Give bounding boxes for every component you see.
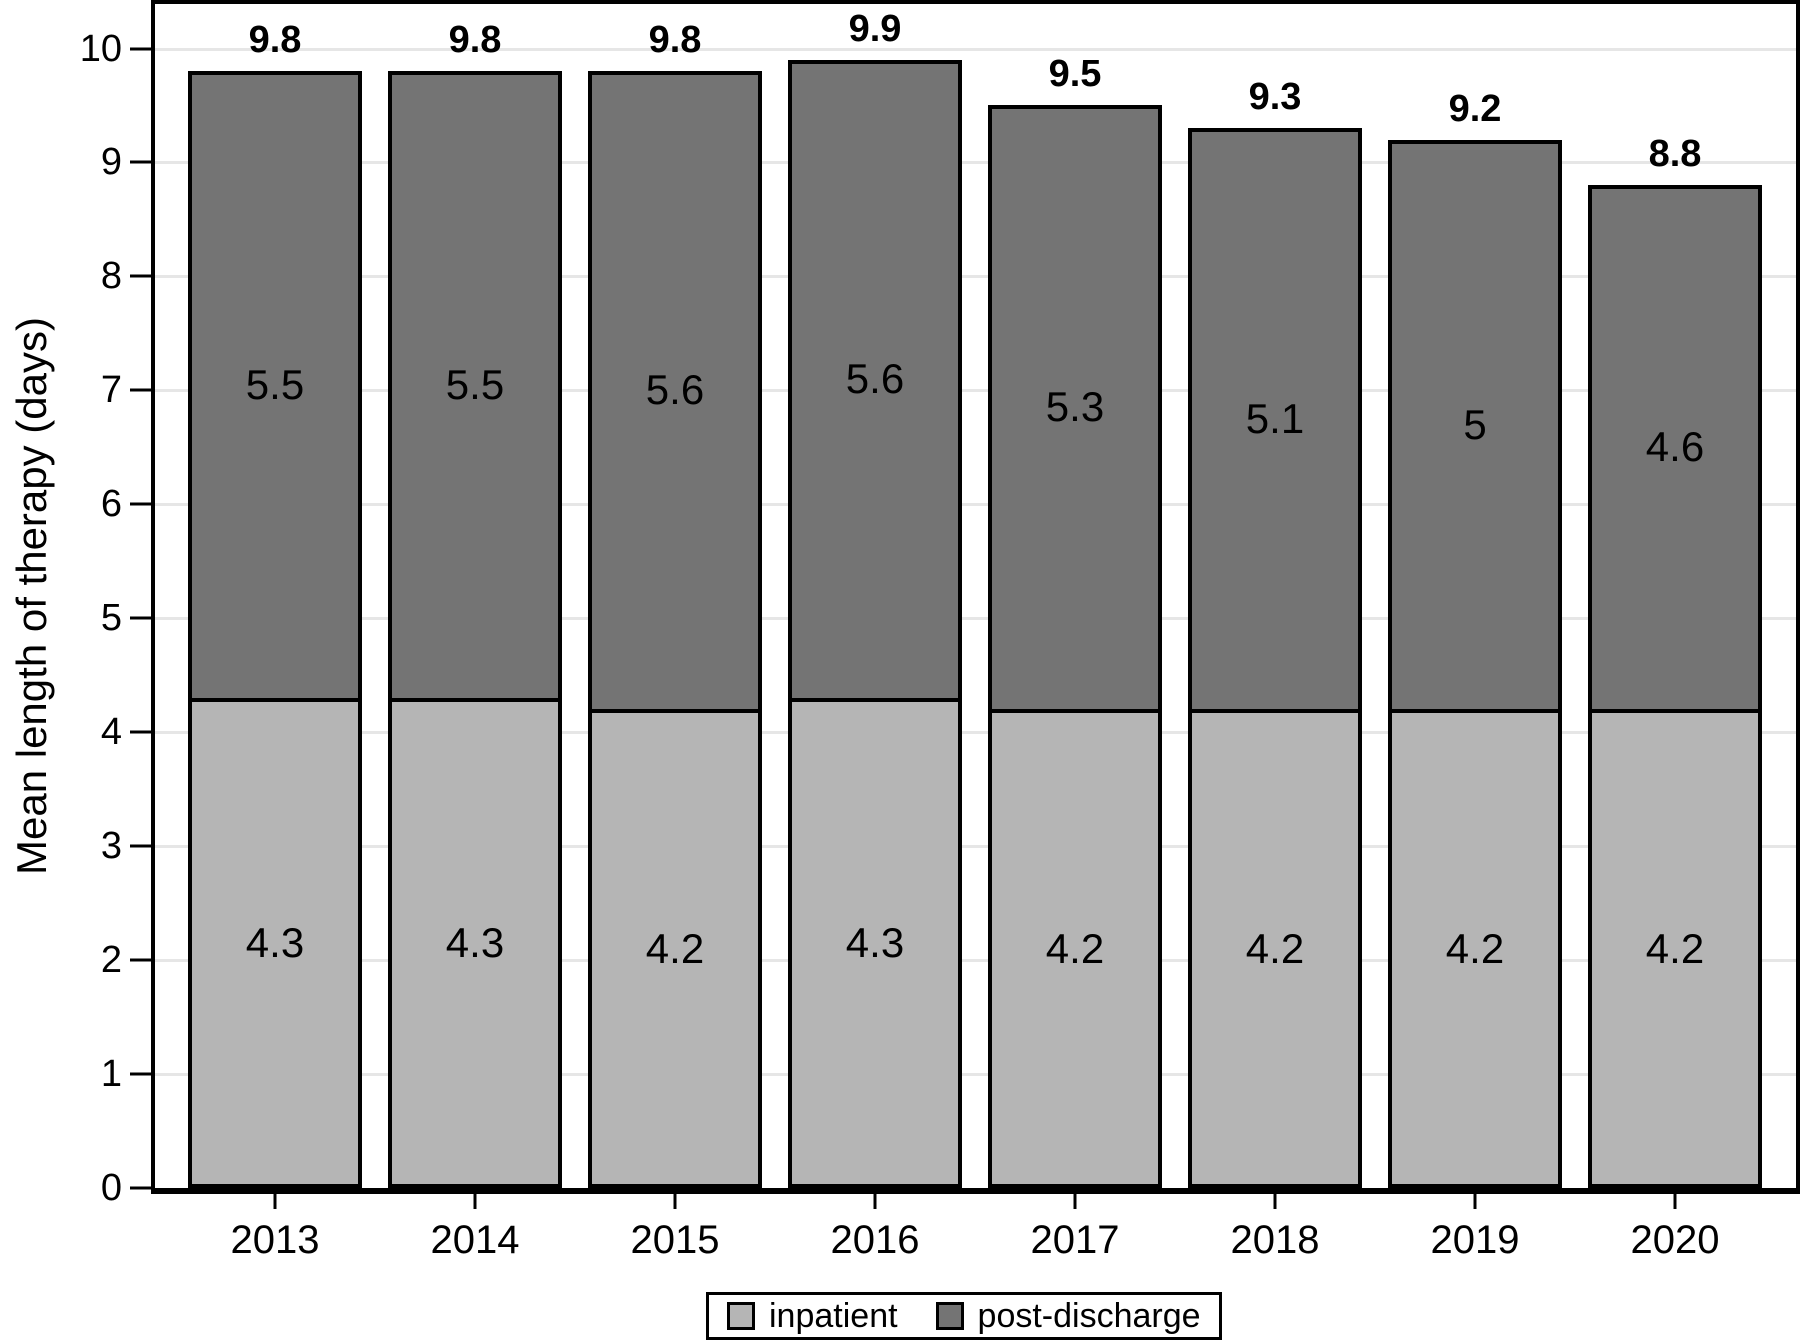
y-tick-1 (130, 1072, 152, 1076)
gridline-y-2 (155, 959, 1796, 962)
gridline-y-8 (155, 275, 1796, 278)
y-tick-4 (130, 730, 152, 734)
x-tick-2020 (1673, 1194, 1677, 1209)
legend-label-inpatient: inpatient (769, 1297, 898, 1335)
gridline-y-10 (155, 48, 1796, 51)
y-tick-label-6: 6 (100, 483, 122, 525)
gridline-y-5 (155, 617, 1796, 620)
gridline-y-9 (155, 161, 1796, 164)
x-tick-2017 (1073, 1194, 1077, 1209)
bar-2019-inpatient-segment (1388, 709, 1562, 1188)
x-label-2014: 2014 (430, 1218, 520, 1262)
x-label-2016: 2016 (830, 1218, 920, 1262)
bar-2013-inpatient-label: 4.3 (245, 919, 305, 966)
y-tick-label-9: 9 (100, 141, 122, 183)
bar-2017-inpatient-label: 4.2 (1045, 925, 1105, 972)
y-tick-label-10: 10 (79, 28, 122, 70)
bar-2020-post-discharge-label: 4.6 (1645, 423, 1705, 470)
bar-2014-inpatient-segment (388, 698, 562, 1188)
bar-2017-post-discharge-segment (988, 105, 1162, 713)
x-label-2018: 2018 (1230, 1218, 1320, 1262)
x-label-2019: 2019 (1430, 1218, 1520, 1262)
y-tick-6 (130, 502, 152, 506)
bar-2018-post-discharge-segment (1188, 128, 1362, 713)
bar-2018-inpatient-label: 4.2 (1245, 925, 1305, 972)
bar-2017-total-label: 9.5 (1048, 53, 1102, 95)
legend: inpatient post-discharge (706, 1292, 1222, 1340)
y-tick-label-2: 2 (100, 939, 122, 981)
y-tick-label-5: 5 (100, 597, 122, 639)
bar-2016-inpatient-label: 4.3 (845, 919, 905, 966)
bar-2017-post-discharge-label: 5.3 (1045, 383, 1105, 430)
x-label-2017: 2017 (1030, 1218, 1120, 1262)
legend-swatch-inpatient (727, 1302, 755, 1330)
bar-2015-inpatient-label: 4.2 (645, 925, 705, 972)
bar-2019-inpatient-label: 4.2 (1445, 925, 1505, 972)
y-tick-label-7: 7 (100, 369, 122, 411)
bar-2014-inpatient-label: 4.3 (445, 919, 505, 966)
gridline-y-7 (155, 389, 1796, 392)
y-tick-label-8: 8 (100, 255, 122, 297)
x-tick-2019 (1473, 1194, 1477, 1209)
bar-2016-post-discharge-label: 5.6 (845, 355, 905, 402)
y-tick-9 (130, 160, 152, 164)
bar-2014-total-label: 9.8 (448, 19, 502, 61)
y-tick-label-0: 0 (100, 1167, 122, 1209)
plot-area-frame (151, 0, 1800, 1194)
y-tick-8 (130, 274, 152, 278)
bar-2013-total-label: 9.8 (248, 19, 302, 61)
bar-2018-inpatient-segment (1188, 709, 1362, 1188)
y-tick-10 (130, 47, 152, 51)
bar-2017-inpatient-segment (988, 709, 1162, 1188)
gridline-y-1 (155, 1073, 1796, 1076)
bar-2018-total-label: 9.3 (1248, 76, 1302, 118)
x-tick-2014 (473, 1194, 477, 1209)
y-tick-label-3: 3 (100, 825, 122, 867)
y-tick-5 (130, 616, 152, 620)
x-label-2013: 2013 (230, 1218, 320, 1262)
bar-2014-post-discharge-label: 5.5 (445, 361, 505, 408)
bar-2015-post-discharge-label: 5.6 (645, 366, 705, 413)
bar-2016-total-label: 9.9 (848, 8, 902, 50)
bar-2020-post-discharge-segment (1588, 185, 1762, 713)
gridline-y-3 (155, 845, 1796, 848)
bar-2013-post-discharge-label: 5.5 (245, 361, 305, 408)
bar-2013-inpatient-segment (188, 698, 362, 1188)
bar-2013-post-discharge-segment (188, 71, 362, 702)
y-tick-3 (130, 844, 152, 848)
bar-2019-total-label: 9.2 (1448, 88, 1502, 130)
x-label-2015: 2015 (630, 1218, 720, 1262)
x-tick-2018 (1273, 1194, 1277, 1209)
x-label-2020: 2020 (1630, 1218, 1720, 1262)
legend-label-post-discharge: post-discharge (977, 1297, 1201, 1335)
gridline-y-4 (155, 731, 1796, 734)
x-tick-2013 (273, 1194, 277, 1209)
y-tick-0 (130, 1186, 152, 1190)
bar-2018-post-discharge-label: 5.1 (1245, 395, 1305, 442)
bar-2020-inpatient-label: 4.2 (1645, 925, 1705, 972)
y-tick-label-4: 4 (100, 711, 122, 753)
bar-2020-total-label: 8.8 (1648, 133, 1702, 175)
y-tick-label-1: 1 (100, 1053, 122, 1095)
bar-2016-post-discharge-segment (788, 60, 962, 702)
x-tick-2016 (873, 1194, 877, 1209)
bar-2019-post-discharge-segment (1388, 140, 1562, 713)
y-tick-2 (130, 958, 152, 962)
bar-2015-total-label: 9.8 (648, 19, 702, 61)
bar-2019-post-discharge-label: 5 (1463, 401, 1487, 448)
x-tick-2015 (673, 1194, 677, 1209)
legend-swatch-post-discharge (935, 1302, 964, 1330)
gridline-y-6 (155, 503, 1796, 506)
bar-2015-inpatient-segment (588, 709, 762, 1188)
bar-2015-post-discharge-segment (588, 71, 762, 713)
y-tick-7 (130, 388, 152, 392)
bar-2014-post-discharge-segment (388, 71, 562, 702)
